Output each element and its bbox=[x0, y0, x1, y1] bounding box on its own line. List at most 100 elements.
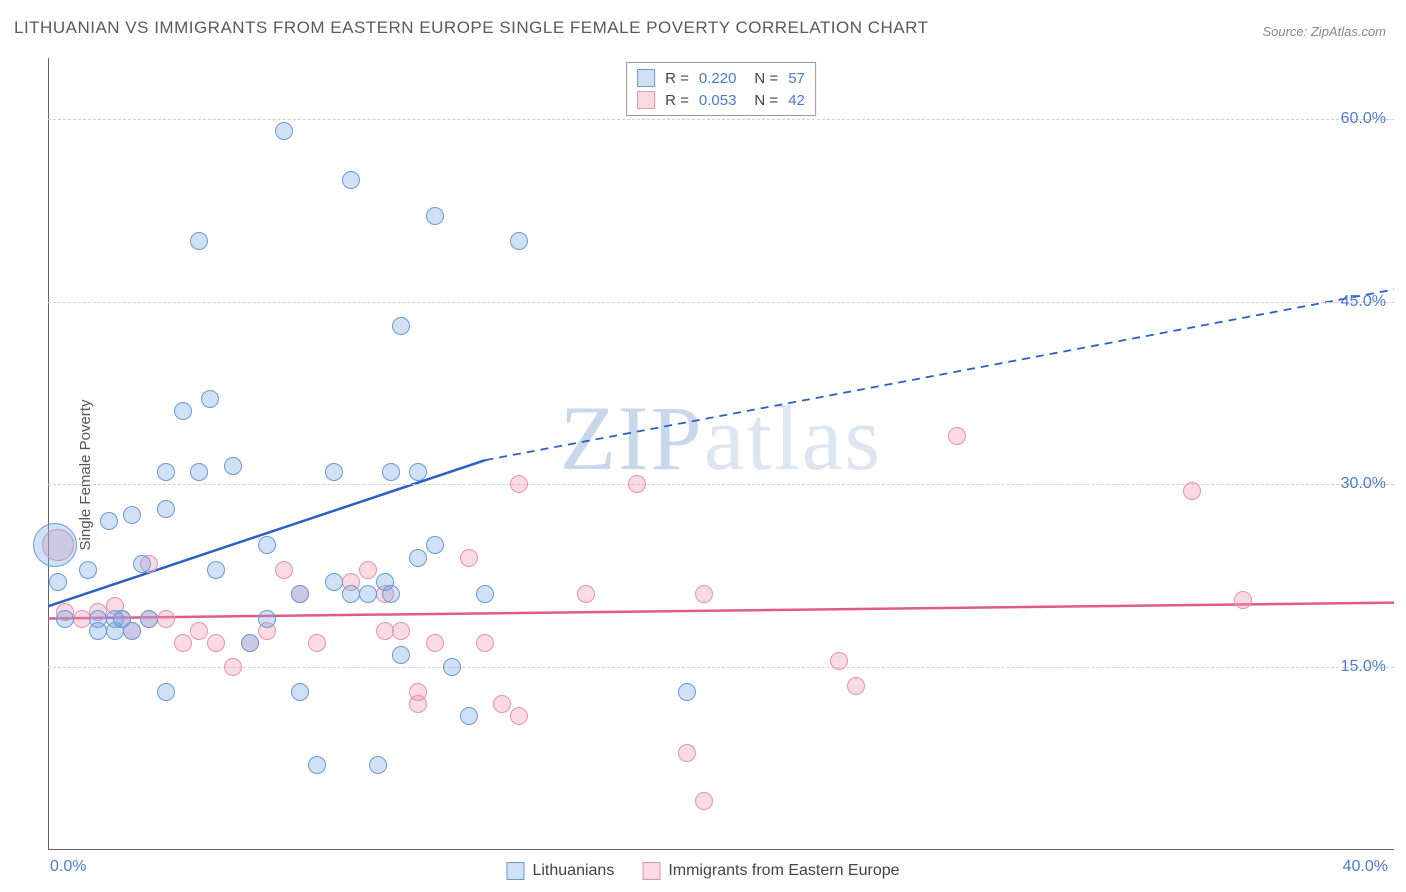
series-b-point bbox=[190, 622, 208, 640]
chart-container: Single Female Poverty ZIPatlas R = 0.220… bbox=[0, 58, 1406, 892]
series-a-point bbox=[174, 402, 192, 420]
watermark: ZIPatlas bbox=[560, 385, 883, 491]
series-a-point bbox=[190, 463, 208, 481]
series-a-point bbox=[33, 523, 77, 567]
source-attribution: Source: ZipAtlas.com bbox=[1262, 24, 1386, 39]
series-b-point bbox=[1234, 591, 1252, 609]
series-b-point bbox=[695, 585, 713, 603]
series-b-point bbox=[1183, 482, 1201, 500]
series-a-point bbox=[224, 457, 242, 475]
series-b-point bbox=[392, 622, 410, 640]
y-tick-label: 45.0% bbox=[1341, 293, 1386, 311]
series-a-point bbox=[369, 756, 387, 774]
stats-legend: R = 0.220 N = 57 R = 0.053 N = 42 bbox=[626, 62, 816, 116]
x-axis-line bbox=[48, 849, 1394, 850]
series-a-point bbox=[275, 122, 293, 140]
series-a-point bbox=[426, 536, 444, 554]
series-a-point bbox=[56, 610, 74, 628]
series-b-point bbox=[510, 475, 528, 493]
series-b-point bbox=[376, 622, 394, 640]
series-a-point bbox=[207, 561, 225, 579]
series-b-point bbox=[174, 634, 192, 652]
series-b-point bbox=[460, 549, 478, 567]
series-b-point bbox=[948, 427, 966, 445]
series-b-point bbox=[695, 792, 713, 810]
series-b-point bbox=[409, 683, 427, 701]
series-a-point bbox=[342, 171, 360, 189]
series-a-point bbox=[342, 585, 360, 603]
legend-item-a: Lithuanians bbox=[506, 862, 614, 880]
grid-line bbox=[48, 302, 1394, 303]
series-a-point bbox=[392, 646, 410, 664]
series-a-point bbox=[325, 573, 343, 591]
y-tick-label: 60.0% bbox=[1341, 110, 1386, 128]
series-legend: Lithuanians Immigrants from Eastern Euro… bbox=[506, 862, 899, 880]
series-a-point bbox=[258, 610, 276, 628]
series-a-point bbox=[510, 232, 528, 250]
series-b-point bbox=[73, 610, 91, 628]
series-b-point bbox=[157, 610, 175, 628]
series-a-point bbox=[426, 207, 444, 225]
series-a-point bbox=[49, 573, 67, 591]
series-a-point bbox=[157, 683, 175, 701]
series-b-point bbox=[476, 634, 494, 652]
series-b-point bbox=[510, 707, 528, 725]
series-a-point bbox=[89, 622, 107, 640]
stats-row-a: R = 0.220 N = 57 bbox=[637, 67, 805, 89]
grid-line bbox=[48, 667, 1394, 668]
swatch-a bbox=[637, 69, 655, 87]
series-b-point bbox=[359, 561, 377, 579]
series-b-point bbox=[678, 744, 696, 762]
swatch-a-icon bbox=[506, 862, 524, 880]
series-a-point bbox=[382, 463, 400, 481]
series-a-point bbox=[291, 585, 309, 603]
series-b-point bbox=[628, 475, 646, 493]
series-a-point bbox=[409, 463, 427, 481]
series-b-point bbox=[426, 634, 444, 652]
grid-line bbox=[48, 119, 1394, 120]
series-a-point bbox=[79, 561, 97, 579]
series-a-point bbox=[157, 463, 175, 481]
series-b-point bbox=[830, 652, 848, 670]
series-a-point bbox=[201, 390, 219, 408]
series-a-point bbox=[258, 536, 276, 554]
series-a-point bbox=[678, 683, 696, 701]
series-a-point bbox=[460, 707, 478, 725]
series-a-point bbox=[157, 500, 175, 518]
plot-area: ZIPatlas R = 0.220 N = 57 R = 0.053 N = … bbox=[48, 58, 1394, 850]
trend-lines bbox=[48, 58, 1394, 850]
series-a-point bbox=[382, 585, 400, 603]
x-tick-min: 0.0% bbox=[50, 858, 86, 876]
series-a-point bbox=[476, 585, 494, 603]
series-b-point bbox=[847, 677, 865, 695]
chart-title: LITHUANIAN VS IMMIGRANTS FROM EASTERN EU… bbox=[14, 18, 929, 38]
series-b-point bbox=[308, 634, 326, 652]
stats-row-b: R = 0.053 N = 42 bbox=[637, 89, 805, 111]
series-b-point bbox=[224, 658, 242, 676]
swatch-b bbox=[637, 91, 655, 109]
series-b-point bbox=[493, 695, 511, 713]
series-a-point bbox=[133, 555, 151, 573]
y-tick-label: 15.0% bbox=[1341, 658, 1386, 676]
series-a-point bbox=[241, 634, 259, 652]
y-axis-line bbox=[48, 58, 49, 850]
series-a-point bbox=[409, 549, 427, 567]
series-a-point bbox=[392, 317, 410, 335]
series-a-point bbox=[190, 232, 208, 250]
series-b-point bbox=[207, 634, 225, 652]
series-b-point bbox=[275, 561, 293, 579]
series-a-point bbox=[140, 610, 158, 628]
series-a-point bbox=[443, 658, 461, 676]
series-a-point bbox=[308, 756, 326, 774]
y-tick-label: 30.0% bbox=[1341, 475, 1386, 493]
series-a-point bbox=[359, 585, 377, 603]
series-a-point bbox=[123, 506, 141, 524]
x-tick-max: 40.0% bbox=[1343, 858, 1388, 876]
series-a-point bbox=[100, 512, 118, 530]
series-a-point bbox=[123, 622, 141, 640]
series-a-point bbox=[325, 463, 343, 481]
legend-item-b: Immigrants from Eastern Europe bbox=[642, 862, 899, 880]
series-a-point bbox=[291, 683, 309, 701]
series-b-point bbox=[577, 585, 595, 603]
swatch-b-icon bbox=[642, 862, 660, 880]
